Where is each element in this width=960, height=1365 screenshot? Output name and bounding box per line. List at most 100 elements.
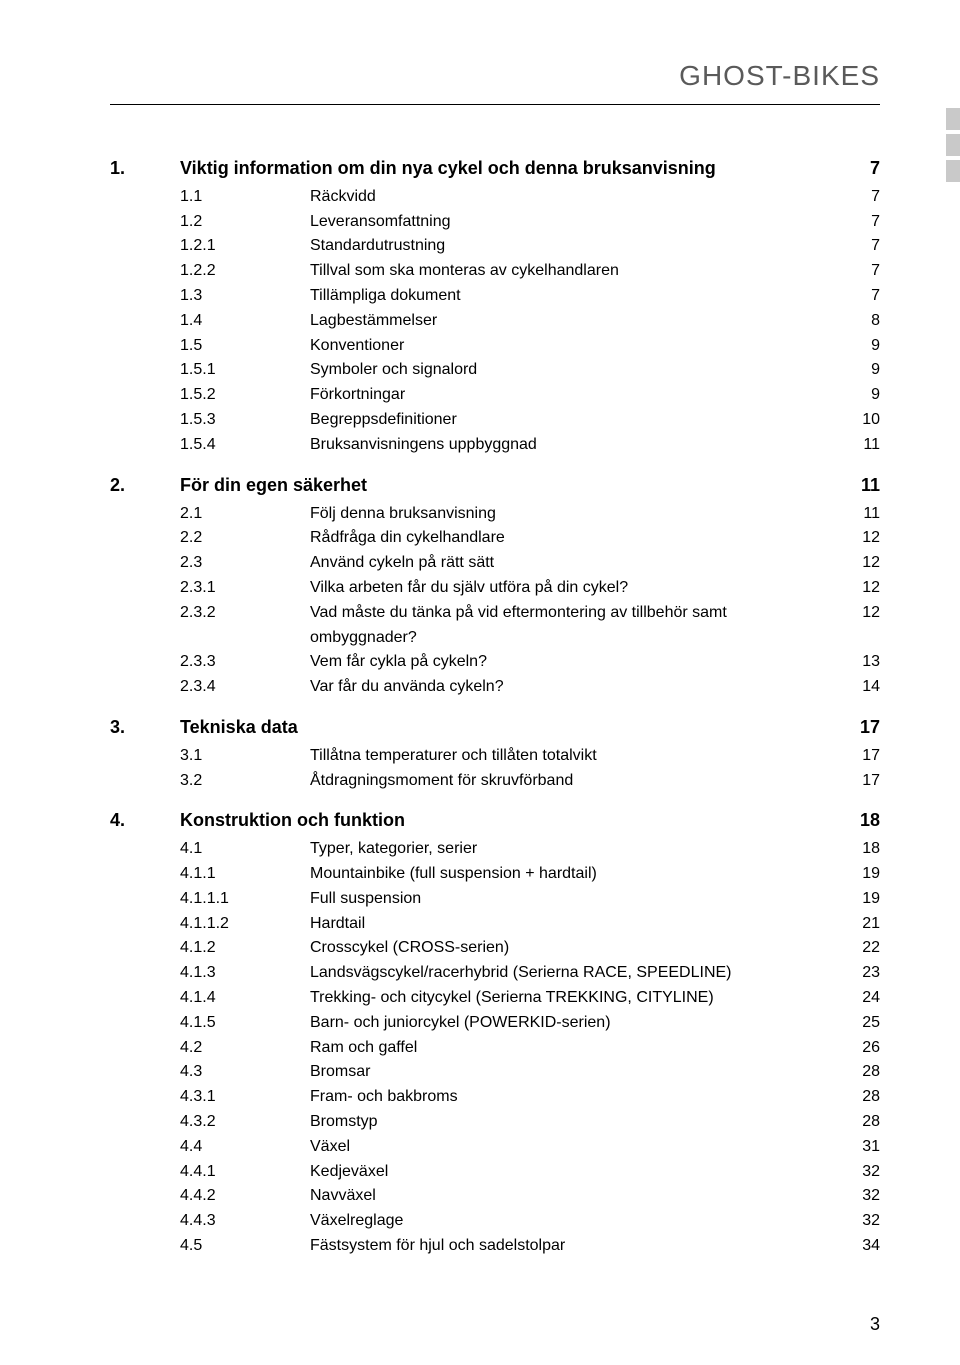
toc-item-page: 19	[840, 887, 880, 912]
toc-item-page: 21	[840, 912, 880, 937]
toc-item-number: 4.1	[180, 837, 310, 862]
toc-item-row: 4.5Fästsystem för hjul och sadelstolpar3…	[180, 1234, 880, 1259]
toc-item-row: 2.3.4Var får du använda cykeln?14	[180, 675, 880, 700]
toc-item-row: 1.5.4Bruksanvisningens uppbyggnad11	[180, 433, 880, 458]
toc-item-title: Räckvidd	[310, 185, 840, 210]
toc-item-row: 1.5Konventioner9	[180, 334, 880, 359]
toc-item-title: Leveransomfattning	[310, 210, 840, 235]
toc-item-title: Fästsystem för hjul och sadelstolpar	[310, 1234, 840, 1259]
toc-item-number: 2.2	[180, 526, 310, 551]
toc-item-page: 9	[840, 358, 880, 383]
toc-item-page: 10	[840, 408, 880, 433]
edge-tab	[946, 108, 960, 130]
toc-item-row: 4.4.2Navväxel32	[180, 1184, 880, 1209]
toc-item-row: 4.1.1.1Full suspension19	[180, 887, 880, 912]
toc-item-title: Tillåtna temperaturer och tillåten total…	[310, 744, 840, 769]
toc-item-page: 17	[840, 769, 880, 794]
toc-item-row: 1.2.1Standardutrustning7	[180, 234, 880, 259]
toc-item-page: 26	[840, 1036, 880, 1061]
toc-item-number: 4.1.3	[180, 961, 310, 986]
toc-item-row: 2.3.1Vilka arbeten får du själv utföra p…	[180, 576, 880, 601]
toc-item-number: 4.4.2	[180, 1184, 310, 1209]
toc-item-title: Typer, kategorier, serier	[310, 837, 840, 862]
toc-item-title: Kedjeväxel	[310, 1160, 840, 1185]
toc-item-title: Bromstyp	[310, 1110, 840, 1135]
toc-section-row: 4.Konstruktion och funktion18	[110, 807, 880, 835]
toc-item-row: 2.2Rådfråga din cykelhandlare12	[180, 526, 880, 551]
toc-item-page: 17	[840, 744, 880, 769]
toc-item-row: 2.3Använd cykeln på rätt sätt12	[180, 551, 880, 576]
toc-item-page: 22	[840, 936, 880, 961]
toc-section-row: 2.För din egen säkerhet11	[110, 472, 880, 500]
toc-item-number: 1.1	[180, 185, 310, 210]
toc-item-row: 1.5.2Förkortningar9	[180, 383, 880, 408]
toc-item-number: 4.4.1	[180, 1160, 310, 1185]
toc-item-row: 4.1.2Crosscykel (CROSS-serien)22	[180, 936, 880, 961]
toc-section-page: 11	[840, 472, 880, 500]
toc-item-page: 24	[840, 986, 880, 1011]
toc-item-title: Symboler och signalord	[310, 358, 840, 383]
toc-item-number: 2.3.1	[180, 576, 310, 601]
toc-item-number: 2.3	[180, 551, 310, 576]
toc-item-number: 2.3.2	[180, 601, 310, 626]
toc-item-page: 12	[840, 526, 880, 551]
toc-section-title: Konstruktion och funktion	[180, 807, 840, 835]
toc-item-row: 2.1Följ denna bruksanvisning11	[180, 502, 880, 527]
edge-tab	[946, 160, 960, 182]
toc-item-title: Konventioner	[310, 334, 840, 359]
edge-tabs	[946, 108, 960, 182]
document-page: GHOST-BIKES 1.Viktig information om din …	[0, 0, 960, 1365]
toc-item-row: 2.3.3Vem får cykla på cykeln?13	[180, 650, 880, 675]
toc-item-page: 18	[840, 837, 880, 862]
toc-item-page: 23	[840, 961, 880, 986]
toc-item-row: 4.3.1Fram- och bakbroms28	[180, 1085, 880, 1110]
toc-item-page: 25	[840, 1011, 880, 1036]
toc-item-title: Förkortningar	[310, 383, 840, 408]
toc-item-page: 28	[840, 1110, 880, 1135]
toc-item-page: 9	[840, 334, 880, 359]
header-rule	[110, 104, 880, 105]
toc-item-row: 1.3Tillämpliga dokument7	[180, 284, 880, 309]
toc-item-number: 2.3.3	[180, 650, 310, 675]
toc-section-page: 7	[840, 155, 880, 183]
page-header: GHOST-BIKES	[110, 60, 880, 92]
toc-section-number: 3.	[110, 714, 180, 742]
toc-item-number: 1.5.2	[180, 383, 310, 408]
toc-item-page: 32	[840, 1184, 880, 1209]
toc-item-number: 4.3	[180, 1060, 310, 1085]
toc-sub-block: 3.1Tillåtna temperaturer och tillåten to…	[180, 744, 880, 794]
toc-item-title: Full suspension	[310, 887, 840, 912]
toc-item-row: 2.3.2Vad måste du tänka på vid eftermont…	[180, 601, 880, 651]
toc-item-title: Använd cykeln på rätt sätt	[310, 551, 840, 576]
toc-item-number: 1.2.1	[180, 234, 310, 259]
toc-section-number: 2.	[110, 472, 180, 500]
toc-item-page: 13	[840, 650, 880, 675]
table-of-contents: 1.Viktig information om din nya cykel oc…	[110, 155, 880, 1259]
toc-item-number: 1.2.2	[180, 259, 310, 284]
toc-item-title: Trekking- och citycykel (Serierna TREKKI…	[310, 986, 840, 1011]
toc-item-title: Vem får cykla på cykeln?	[310, 650, 840, 675]
toc-item-page: 34	[840, 1234, 880, 1259]
toc-item-title: Crosscykel (CROSS-serien)	[310, 936, 840, 961]
toc-section-title: Viktig information om din nya cykel och …	[180, 155, 840, 183]
toc-item-row: 4.1.5Barn- och juniorcykel (POWERKID-ser…	[180, 1011, 880, 1036]
toc-item-title: Ram och gaffel	[310, 1036, 840, 1061]
toc-item-row: 4.4.1Kedjeväxel32	[180, 1160, 880, 1185]
toc-item-number: 1.5.1	[180, 358, 310, 383]
toc-item-title: Barn- och juniorcykel (POWERKID-serien)	[310, 1011, 840, 1036]
toc-item-title: Landsvägscykel/racerhybrid (Serierna RAC…	[310, 961, 840, 986]
toc-item-number: 1.5.4	[180, 433, 310, 458]
toc-item-page: 28	[840, 1085, 880, 1110]
toc-item-title: Vad måste du tänka på vid eftermontering…	[310, 601, 840, 651]
toc-item-title: Bruksanvisningens uppbyggnad	[310, 433, 840, 458]
toc-item-number: 1.5	[180, 334, 310, 359]
toc-item-number: 4.1.2	[180, 936, 310, 961]
toc-item-number: 4.1.1.1	[180, 887, 310, 912]
toc-item-row: 1.4Lagbestämmelser8	[180, 309, 880, 334]
toc-item-number: 4.4.3	[180, 1209, 310, 1234]
toc-item-title: Hardtail	[310, 912, 840, 937]
toc-item-number: 4.1.1.2	[180, 912, 310, 937]
edge-tab	[946, 134, 960, 156]
toc-item-title: Begreppsdefinitioner	[310, 408, 840, 433]
toc-item-number: 1.5.3	[180, 408, 310, 433]
